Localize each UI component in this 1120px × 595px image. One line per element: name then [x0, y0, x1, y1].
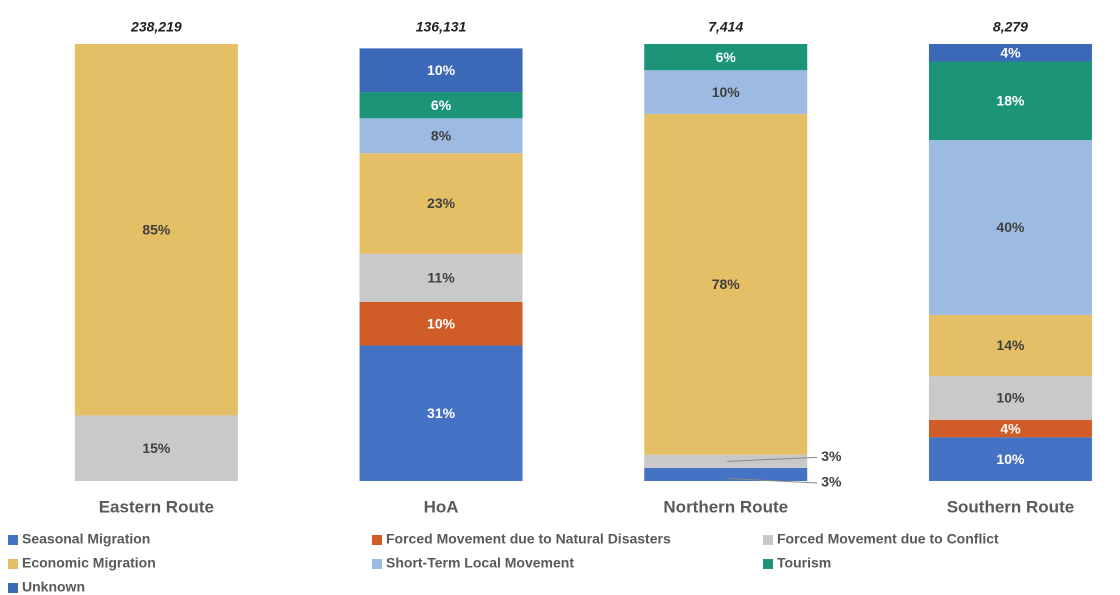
- bar-segment: [359, 92, 523, 119]
- data-label: 10%: [712, 84, 741, 100]
- legend-swatch: [763, 535, 773, 545]
- bar-segment: [644, 454, 808, 468]
- data-label: 15%: [142, 440, 171, 456]
- legend-label: Seasonal Migration: [22, 531, 150, 547]
- x-tick-label: HoA: [424, 497, 459, 516]
- data-label: 6%: [716, 49, 737, 65]
- legend-swatch: [372, 559, 382, 569]
- legend-label: Economic Migration: [22, 555, 156, 571]
- legend-label: Unknown: [22, 579, 85, 595]
- legend-swatch: [8, 535, 18, 545]
- total-label: 8,279: [993, 19, 1028, 35]
- bar-segment: [928, 44, 1092, 62]
- bar-segment: [928, 61, 1092, 141]
- data-label: 11%: [427, 269, 455, 285]
- x-tick-label: Northern Route: [663, 497, 788, 516]
- data-label: 18%: [996, 93, 1025, 109]
- bar-segment: [644, 113, 808, 455]
- legend-swatch: [8, 583, 18, 593]
- bar-segment: [928, 140, 1092, 315]
- data-label: 78%: [712, 276, 741, 292]
- legend-swatch: [372, 535, 382, 545]
- data-label: 14%: [996, 337, 1025, 353]
- data-label: 40%: [996, 219, 1025, 235]
- bar-segment: [74, 415, 238, 481]
- legend-label: Short-Term Local Movement: [386, 555, 574, 571]
- x-tick-label: Eastern Route: [99, 497, 214, 516]
- data-label: 6%: [431, 97, 452, 113]
- bar-segment: [644, 70, 808, 114]
- bar-segment: [74, 44, 238, 416]
- bar-segment: [928, 419, 1092, 438]
- bar-segment: [644, 467, 808, 481]
- data-label: 23%: [427, 195, 456, 211]
- legend-swatch: [763, 559, 773, 569]
- data-label: 31%: [427, 405, 456, 421]
- data-label: 10%: [996, 451, 1025, 467]
- bar-segment: [644, 44, 808, 71]
- data-label: 3%: [821, 448, 842, 464]
- bar-segment: [359, 253, 523, 302]
- x-tick-label: Southern Route: [947, 497, 1075, 516]
- legend-swatch: [8, 559, 18, 569]
- leader-line: [727, 456, 818, 462]
- leader-line: [727, 477, 818, 484]
- bar-segment: [928, 437, 1092, 481]
- bar-segment: [359, 345, 523, 481]
- legend-label: Forced Movement due to Conflict: [777, 531, 999, 547]
- data-label: 85%: [142, 221, 171, 237]
- legend-label: Forced Movement due to Natural Disasters: [386, 531, 671, 547]
- total-label: 136,131: [416, 19, 467, 35]
- data-label: 10%: [427, 315, 456, 331]
- legend-label: Tourism: [777, 555, 831, 571]
- data-label: 10%: [996, 390, 1025, 406]
- bar-segment: [359, 48, 523, 93]
- data-label: 3%: [821, 474, 842, 490]
- total-label: 7,414: [708, 19, 743, 35]
- data-label: 8%: [431, 127, 452, 143]
- bar-segment: [928, 376, 1092, 420]
- data-label: 10%: [427, 62, 456, 78]
- bar-segment: [359, 301, 523, 346]
- bar-segment: [359, 118, 523, 154]
- bar-segment: [928, 314, 1092, 377]
- bar-segment: [359, 153, 523, 254]
- total-label: 238,219: [130, 19, 182, 35]
- data-label: 4%: [1000, 44, 1021, 60]
- data-label: 4%: [1000, 420, 1021, 436]
